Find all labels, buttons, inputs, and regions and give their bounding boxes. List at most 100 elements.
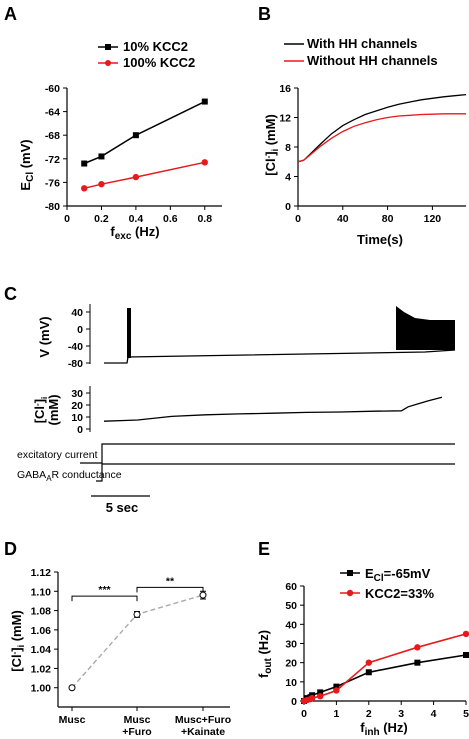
chart-e-x-ticklabel: 1 [333, 708, 339, 720]
chart-d-point [133, 610, 141, 618]
chart-a-x-ticklabel: 0.6 [163, 213, 178, 225]
panel-label-e: E [258, 539, 270, 559]
chart-d-significance-bracket [136, 586, 204, 593]
chart-e-y-ticklabel: 50 [285, 600, 297, 612]
legend-a-marker-100 [105, 60, 111, 66]
chart-c-spike-burst-2 [396, 306, 455, 350]
chart-c-v-ticklabel-40: 40 [71, 307, 83, 319]
chart-a-y-ticklabel: -60 [45, 83, 60, 95]
chart-e-y-ticklabel: 20 [285, 658, 297, 670]
chart-b-x-ticklabel: 40 [337, 213, 349, 225]
chart-a-y-ticklabel: -68 [45, 130, 60, 142]
chart-c-v-ticklabel-m80: -80 [68, 358, 83, 370]
chart-a-series-1-point [132, 173, 140, 181]
chart-b-xlabel: Time(s) [357, 232, 403, 247]
chart-d-x-ticklabel: Musc+Furo [175, 714, 231, 726]
chart-d-point [199, 591, 207, 599]
chart-e-x-ticklabel: 0 [301, 708, 307, 720]
chart-b-y-ticklabel: 16 [279, 83, 291, 95]
panel-label-d: D [4, 539, 17, 559]
chart-a-x-ticklabel: 0.2 [94, 213, 109, 225]
chart-e-y-ticklabel: 0 [291, 696, 297, 708]
chart-d-point [68, 684, 76, 692]
chart-b: 0 40 80 120 0 4 8 12 16 With HH channels Without… [263, 36, 467, 247]
chart-c-v-ticklabel-0: 0 [77, 324, 83, 336]
chart-a-y-ticklabel: -76 [45, 177, 60, 189]
chart-a-series-0-point [81, 160, 88, 167]
chart-e-series-0-point [317, 689, 324, 696]
chart-a-series-0-line [83, 100, 206, 165]
chart-c: 40 0 -40 -80 V (mV) 30 20 10 0 [Cl-]i (m… [17, 304, 456, 515]
chart-a-y-ticklabel: -80 [45, 201, 60, 213]
legend-e-label-kcc2: KCC2=33% [365, 586, 434, 601]
chart-c-cl-ticklabel-10: 10 [71, 412, 83, 424]
chart-a-series-0-point [98, 153, 105, 160]
chart-c-gaba-step [96, 463, 455, 482]
chart-e-series-1-point [317, 693, 324, 700]
chart-e-ylabel: fout (Hz) [256, 630, 274, 678]
chart-d-x-ticklabel: Musc [124, 714, 151, 726]
legend-a-label-100: 100% KCC2 [123, 55, 195, 70]
chart-b-y-ticklabel: 8 [285, 142, 291, 154]
chart-e-y-ticklabel: 60 [285, 581, 297, 593]
chart-a-series-1-point [98, 180, 105, 188]
chart-c-voltage-trace [104, 349, 456, 364]
chart-c-v-ticklabel-m40: -40 [68, 341, 83, 353]
chart-e-y-ticklabel: 10 [285, 677, 297, 689]
legend-b-label-without: Without HH channels [307, 53, 438, 68]
chart-a-x-ticklabel: 0 [64, 213, 70, 225]
chart-d-x-ticklabel: +Furo [122, 726, 151, 738]
chart-d-y-ticklabel: 1.12 [31, 567, 52, 579]
chart-c-cl-ticklabel-0: 0 [77, 424, 83, 436]
chart-e-series-1-point [365, 659, 372, 666]
panel-label-c: C [4, 284, 17, 304]
chart-a-series-1-point [201, 159, 208, 166]
panel-label-a: A [4, 4, 17, 24]
chart-d-significance-label: *** [98, 584, 111, 596]
chart-d-significance-bracket [71, 595, 138, 602]
chart-e-y-ticklabel: 40 [285, 619, 297, 631]
chart-d-ylabel: [Cl-]i (mM) [9, 610, 26, 672]
chart-c-chloride-trace [103, 396, 443, 422]
chart-e-x-ticklabel: 3 [398, 708, 404, 720]
chart-d-y-ticklabel: 1.04 [31, 644, 52, 656]
chart-e-x-ticklabel: 2 [366, 708, 372, 720]
chart-c-excitatory-label: excitatory current [17, 449, 98, 461]
chart-e-series-1-point [308, 694, 316, 702]
chart-d-y-ticklabel: 1.00 [31, 683, 52, 695]
legend-e-marker-kcc2 [346, 589, 354, 597]
chart-c-spike-burst-1 [127, 308, 131, 358]
chart-e-series-0-point [463, 652, 469, 658]
chart-e-series-1-point [462, 630, 469, 638]
chart-e-series-0-point [414, 659, 421, 666]
chart-d-x-ticklabel: +Kainate [181, 726, 225, 738]
legend-e-marker-ecl [347, 570, 353, 576]
chart-c-cl-ticklabel-30: 30 [71, 388, 83, 400]
chart-b-series-0-line [297, 93, 467, 163]
chart-d-series-line [71, 594, 204, 689]
chart-e-xlabel: finh (Hz) [360, 720, 408, 738]
chart-a: 0 0.2 0.4 0.6 0.8 -80 -76 -72 -68 -64 -60 10% KCC2… [18, 39, 222, 242]
chart-c-cl-ylabel-unit: (mM) [46, 394, 61, 425]
chart-b-y-ticklabel: 0 [285, 201, 291, 213]
chart-d-x-ticklabel: Musc [59, 714, 86, 726]
chart-e-x-ticklabel: 5 [463, 708, 469, 720]
chart-a-y-ticklabel: -72 [45, 154, 60, 166]
chart-a-series-1-line [84, 161, 205, 190]
chart-c-gaba-label: GABAAR conductance [17, 469, 122, 483]
chart-a-series-0-point [132, 132, 139, 139]
chart-a-series-0-point [201, 98, 208, 105]
legend-b-label-with: With HH channels [307, 36, 417, 51]
chart-e-series-1-point [333, 687, 340, 694]
legend-e-label-ecl: ECl=-65mV [365, 566, 431, 584]
chart-d-y-ticklabel: 1.08 [31, 606, 52, 618]
chart-d-y-ticklabel: 1.06 [31, 625, 52, 637]
chart-e-series-0-point [365, 669, 372, 676]
chart-b-x-ticklabel: 0 [295, 213, 301, 225]
chart-b-series-1-line [297, 113, 466, 163]
chart-c-cl-ticklabel-20: 20 [71, 400, 83, 412]
chart-c-v-ylabel: V (mV) [37, 316, 52, 357]
chart-c-cl-ylabel: [Cl-]i [32, 397, 49, 424]
